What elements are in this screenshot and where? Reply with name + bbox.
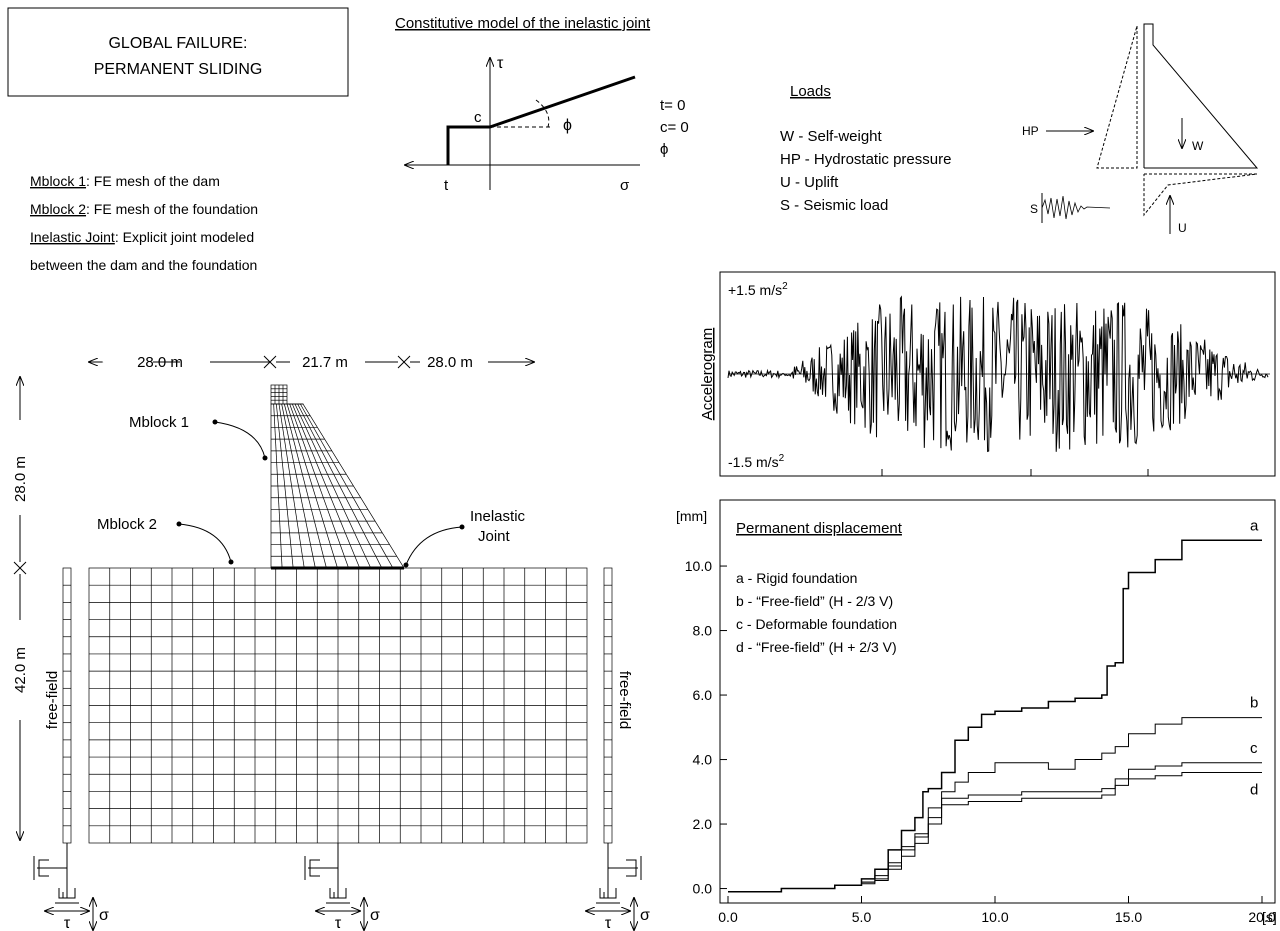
dim-height-found: 42.0 m <box>12 647 29 693</box>
joint-label-2: Joint <box>478 528 511 545</box>
accel-ylabel: Accelerogram <box>699 328 716 421</box>
dim-height-dam: 28.0 m <box>12 456 29 502</box>
series-line-b <box>728 717 1262 893</box>
title-line-2: PERMANENT SLIDING <box>94 61 263 78</box>
x-tick-label: 20.0 <box>1248 909 1275 925</box>
chart-frame <box>719 499 1276 904</box>
y-tick-label: 10.0 <box>685 558 712 574</box>
accelerogram-signal <box>727 295 1269 453</box>
mblock1-label: Mblock 1 <box>129 414 189 431</box>
y-unit: [mm] <box>676 508 707 524</box>
accelerogram-panel: +1.5 m/s2 -1.5 m/s2 Accelerogram <box>699 271 1276 477</box>
x-tick-label: 10.0 <box>981 909 1008 925</box>
dim-left: 28.0 m <box>137 354 183 371</box>
note-c: c= 0 <box>660 119 689 136</box>
series-line-d <box>728 772 1262 893</box>
free-field-right: free-field <box>616 671 633 729</box>
displacement-chart: [mm] [s] Permanent displacement a - Rigi… <box>676 499 1277 925</box>
mblock1-desc: Mblock 1: FE mesh of the dam <box>30 173 220 189</box>
mblock2-desc: Mblock 2: FE mesh of the foundation <box>30 201 258 217</box>
sigma-support-label: σ <box>99 907 109 924</box>
free-field-left: free-field <box>44 671 61 729</box>
joint-label-1: Inelastic <box>470 508 526 525</box>
legend-b: b - “Free-field” (H - 2/3 V) <box>736 593 893 609</box>
phi-label: ϕ <box>563 117 572 134</box>
joint-desc-2: between the dam and the foundation <box>30 257 257 273</box>
tau-support-label: τ <box>335 915 342 931</box>
x-tick-label: 15.0 <box>1115 909 1142 925</box>
x-tick-label: 0.0 <box>718 909 738 925</box>
constitutive-model: Constitutive model of the inelastic join… <box>395 15 689 194</box>
y-tick-label: 0.0 <box>693 881 713 897</box>
sigma-label: σ <box>620 177 630 194</box>
sigma-support-label: σ <box>370 907 380 924</box>
foundation-mesh <box>88 567 588 844</box>
loads-block: Loads W - Self-weight HP - Hydrostatic p… <box>780 23 1259 235</box>
chart-title: Permanent displacement <box>736 520 903 537</box>
y-tick-label: 6.0 <box>693 687 713 703</box>
w-label: W <box>1192 139 1204 153</box>
load-item-hp: HP - Hydrostatic pressure <box>780 151 951 168</box>
u-label: U <box>1178 221 1187 235</box>
series-line-c <box>728 762 1262 893</box>
series-line-a <box>728 539 1262 893</box>
y-tick-label: 4.0 <box>693 752 713 768</box>
series-label-a: a <box>1250 517 1259 534</box>
load-item-u: U - Uplift <box>780 174 839 191</box>
y-tick-label: 8.0 <box>693 623 713 639</box>
c-label: c <box>474 109 482 126</box>
x-tick-label: 5.0 <box>852 909 872 925</box>
load-item-s: S - Seismic load <box>780 197 888 214</box>
constitutive-title: Constitutive model of the inelastic join… <box>395 15 651 32</box>
legend-a: a - Rigid foundation <box>736 570 857 586</box>
legend-c: c - Deformable foundation <box>736 616 897 632</box>
sigma-support-label: σ <box>640 907 650 924</box>
dim-right: 28.0 m <box>427 354 473 371</box>
note-phi: ϕ <box>660 141 668 158</box>
dim-mid: 21.7 m <box>302 354 348 371</box>
hp-label: HP <box>1022 124 1039 138</box>
accel-top: +1.5 m/s2 <box>728 281 788 298</box>
tau-label: τ <box>497 55 504 72</box>
title-box <box>7 7 349 97</box>
s-label: S <box>1030 202 1038 216</box>
svg-text:28.0 m: 28.0 m <box>105 354 151 371</box>
series-label-b: b <box>1250 695 1258 712</box>
load-item-w: W - Self-weight <box>780 128 883 145</box>
fe-mesh-model: 28.0 m 28.0 m 21.7 m 28.0 m 28.0 m 42.0 … <box>12 351 650 931</box>
series-label-d: d <box>1250 781 1258 798</box>
mblock2-label: Mblock 2 <box>97 516 157 533</box>
accelerogram-frame <box>719 271 1276 477</box>
title-line-1: GLOBAL FAILURE: <box>108 35 247 52</box>
y-tick-label: 2.0 <box>693 816 713 832</box>
dam-mesh <box>270 384 405 569</box>
t-label: t <box>444 177 449 194</box>
series-label-c: c <box>1250 740 1258 757</box>
joint-desc: Inelastic Joint: Explicit joint modeled <box>30 229 254 245</box>
x-unit: [s] <box>1262 909 1277 925</box>
loads-title: Loads <box>790 83 831 100</box>
mblock-descriptions: Mblock 1: FE mesh of the dam Mblock 2: F… <box>30 173 258 273</box>
legend-d: d - “Free-field” (H + 2/3 V) <box>736 639 897 655</box>
tau-support-label: τ <box>605 915 612 931</box>
note-t: t= 0 <box>660 97 685 114</box>
tau-support-label: τ <box>64 915 71 931</box>
accel-bottom: -1.5 m/s2 <box>728 453 785 470</box>
